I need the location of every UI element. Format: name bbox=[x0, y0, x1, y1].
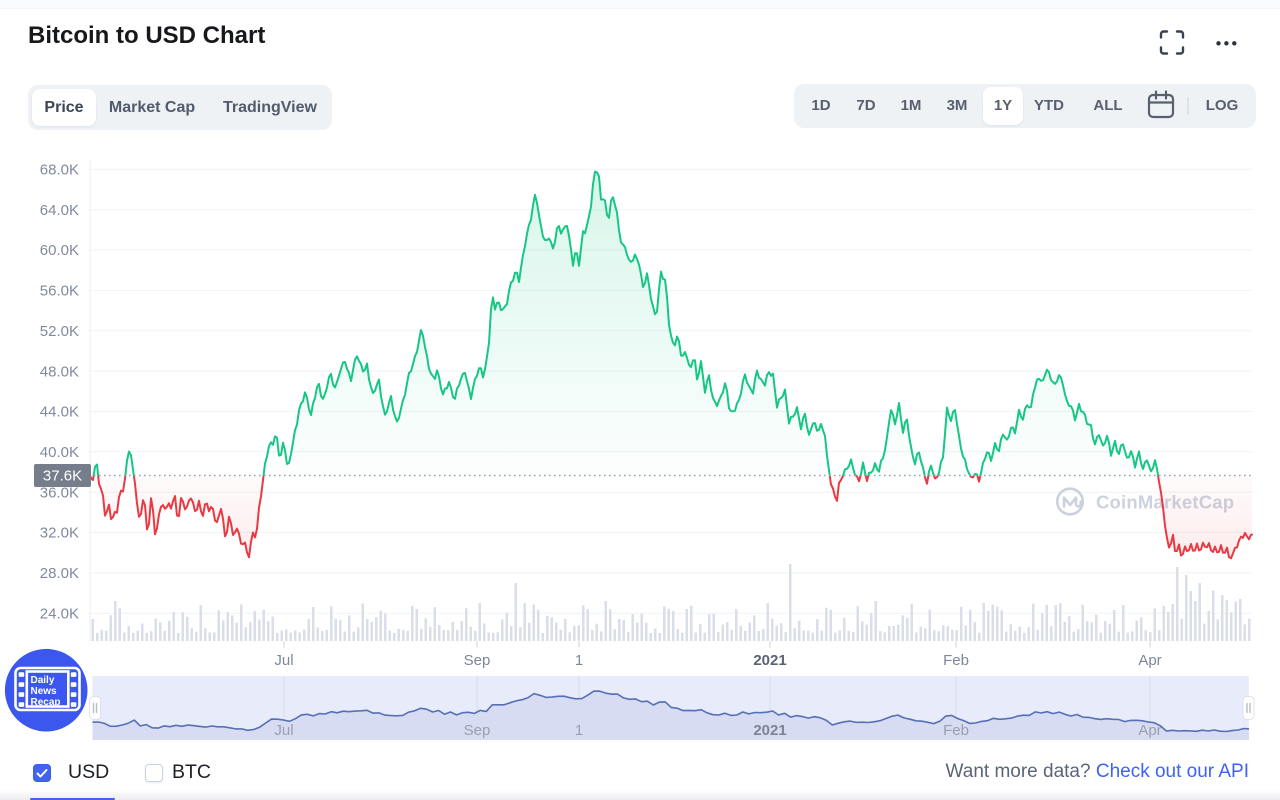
svg-text:56.0K: 56.0K bbox=[40, 283, 79, 300]
svg-text:1: 1 bbox=[575, 722, 583, 739]
svg-text:Apr: Apr bbox=[1138, 652, 1161, 669]
svg-text:44.0K: 44.0K bbox=[40, 404, 79, 421]
svg-text:68.0K: 68.0K bbox=[40, 162, 79, 179]
svg-text:48.0K: 48.0K bbox=[40, 363, 79, 380]
svg-text:60.0K: 60.0K bbox=[40, 242, 79, 259]
svg-text:Daily: Daily bbox=[31, 675, 55, 686]
svg-text:News: News bbox=[31, 686, 58, 697]
svg-text:37.6K: 37.6K bbox=[43, 468, 82, 485]
svg-text:Feb: Feb bbox=[943, 652, 969, 669]
svg-text:36.0K: 36.0K bbox=[40, 484, 79, 501]
svg-text:2021: 2021 bbox=[753, 652, 786, 669]
svg-text:64.0K: 64.0K bbox=[40, 202, 79, 219]
svg-text:Jul: Jul bbox=[274, 652, 293, 669]
svg-text:Sep: Sep bbox=[464, 652, 491, 669]
svg-text:32.0K: 32.0K bbox=[40, 525, 79, 542]
svg-text:52.0K: 52.0K bbox=[40, 323, 79, 340]
svg-text:40.0K: 40.0K bbox=[40, 444, 79, 461]
svg-text:Recap: Recap bbox=[31, 697, 61, 708]
svg-text:1: 1 bbox=[575, 652, 583, 669]
svg-text:Sep: Sep bbox=[464, 722, 491, 739]
svg-text:Apr: Apr bbox=[1138, 722, 1161, 739]
svg-text:28.0K: 28.0K bbox=[40, 565, 79, 582]
svg-text:2021: 2021 bbox=[753, 722, 786, 739]
svg-text:Jul: Jul bbox=[274, 722, 293, 739]
svg-text:Feb: Feb bbox=[943, 722, 969, 739]
svg-text:24.0K: 24.0K bbox=[40, 606, 79, 623]
